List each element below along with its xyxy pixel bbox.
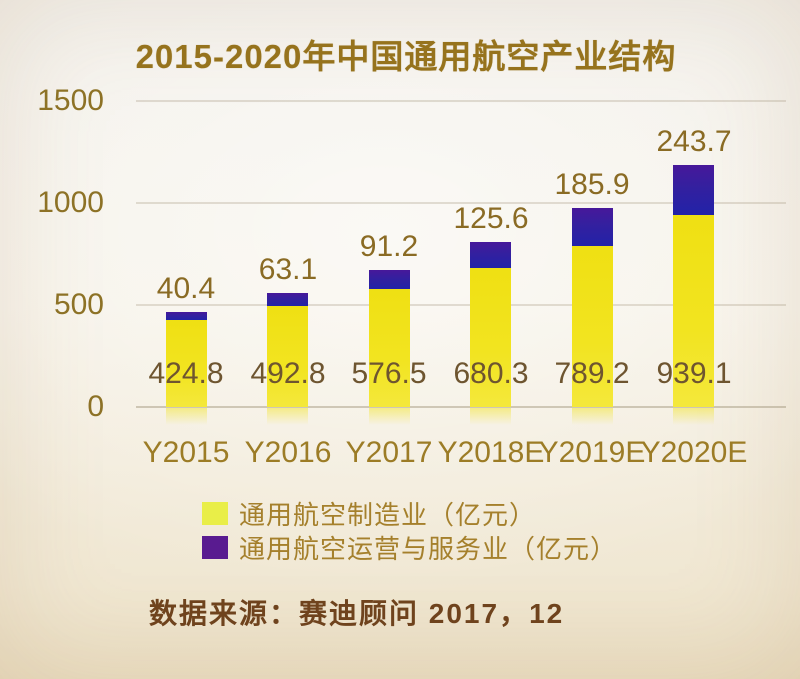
grid-line — [136, 202, 786, 204]
legend-item-manufacturing: 通用航空制造业（亿元） — [202, 500, 617, 530]
bar-manufacturing-value-label: 680.3 — [453, 357, 529, 390]
bar-segment-manufacturing — [470, 268, 511, 407]
bar-services-value-label: 185.9 — [554, 168, 630, 201]
x-axis-category-label: Y2017 — [345, 436, 433, 469]
bar-segment-services — [673, 165, 714, 215]
bar-segment-services — [572, 208, 613, 246]
bar-reflection — [572, 408, 613, 425]
bar-segment-services — [369, 270, 410, 289]
bar-segment-services — [267, 293, 308, 306]
bar-reflection — [470, 408, 511, 425]
bar-manufacturing-value-label: 789.2 — [554, 357, 630, 390]
x-axis-category-label: Y2016 — [244, 436, 332, 469]
bar-segment-manufacturing — [267, 306, 308, 407]
legend-label-manufacturing: 通用航空制造业（亿元） — [239, 500, 537, 530]
bar-services-value-label: 91.2 — [359, 230, 419, 263]
bar-manufacturing-value-label: 492.8 — [250, 357, 326, 390]
bar-segment-manufacturing — [572, 246, 613, 407]
y-axis-tick-label: 1500 — [37, 84, 104, 117]
y-axis-tick-label: 0 — [87, 390, 104, 423]
legend: 通用航空制造业（亿元） 通用航空运营与服务业（亿元） — [202, 500, 617, 568]
bar-segment-manufacturing — [166, 320, 207, 407]
bar-reflection — [673, 408, 714, 425]
grid-line — [136, 100, 786, 102]
x-axis-category-label: Y2018E — [437, 436, 545, 469]
grid-line — [136, 304, 786, 306]
y-axis-tick-label: 1000 — [37, 186, 104, 219]
legend-label-services: 通用航空运营与服务业（亿元） — [239, 534, 618, 564]
bar-manufacturing-value-label: 939.1 — [656, 357, 732, 390]
bar-manufacturing-value-label: 576.5 — [351, 357, 427, 390]
chart-title: 2015-2020年中国通用航空产业结构 — [135, 38, 677, 75]
bar-services-value-label: 40.4 — [156, 272, 216, 305]
x-axis-category-label: Y2020E — [640, 436, 748, 469]
x-axis-category-label: Y2019E — [538, 436, 646, 469]
bar-segment-manufacturing — [673, 215, 714, 407]
bar-reflection — [267, 408, 308, 425]
bar-services-value-label: 63.1 — [258, 253, 318, 286]
bar-reflection — [166, 408, 207, 425]
grid-line — [136, 406, 786, 408]
bar-reflection — [369, 408, 410, 425]
legend-swatch-services-icon — [202, 536, 228, 559]
source-note: 数据来源：赛迪顾问 2017，12 — [149, 598, 565, 629]
bar-manufacturing-value-label: 424.8 — [148, 357, 224, 390]
bar-segment-services — [470, 242, 511, 268]
x-axis-category-label: Y2015 — [142, 436, 230, 469]
bar-services-value-label: 243.7 — [656, 125, 732, 158]
y-axis-tick-label: 500 — [53, 288, 104, 321]
bar-services-value-label: 125.6 — [453, 202, 529, 235]
legend-item-services: 通用航空运营与服务业（亿元） — [202, 534, 617, 564]
legend-swatch-manufacturing-icon — [202, 502, 228, 525]
bar-segment-manufacturing — [369, 289, 410, 407]
bar-segment-services — [166, 312, 207, 320]
